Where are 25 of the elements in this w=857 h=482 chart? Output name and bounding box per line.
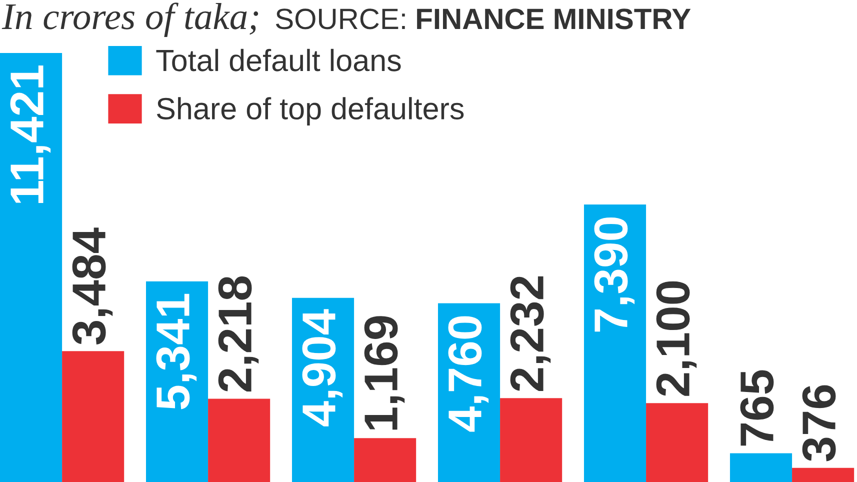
data-label: 1,169: [364, 316, 405, 430]
data-label: 4,904: [302, 309, 343, 426]
bar: [354, 438, 416, 482]
data-label: 4,760: [448, 316, 489, 432]
data-label: 5,341: [156, 294, 197, 410]
legend-label: Total default loans: [156, 48, 401, 72]
data-label: 2,232: [510, 276, 551, 391]
bar: [584, 204, 646, 482]
source-note: SOURCE: FINANCE MINISTRY: [276, 8, 691, 30]
bar: [62, 351, 124, 482]
bar: [500, 398, 562, 482]
bar: [730, 453, 792, 482]
data-label: 765: [740, 370, 774, 446]
legend-label: Share of top defaulters: [156, 97, 464, 126]
data-label: 2,218: [218, 276, 259, 392]
data-label: 2,100: [656, 281, 697, 396]
bar: [792, 468, 854, 482]
data-label: 11,421: [10, 65, 51, 203]
bar: [0, 53, 62, 482]
chart-subtitle: In crores of taka;: [2, 2, 258, 37]
bar: [208, 398, 270, 482]
data-label: 3,484: [72, 228, 113, 345]
data-label: 7,390: [594, 217, 635, 332]
data-label: 376: [802, 385, 836, 462]
bar: [646, 403, 708, 482]
